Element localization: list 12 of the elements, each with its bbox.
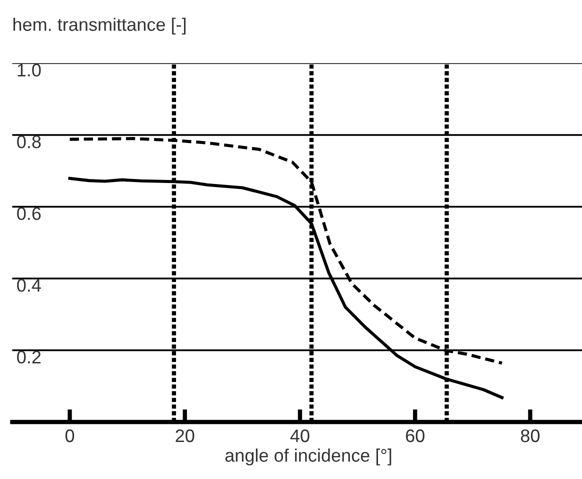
y-tick-label: 0.6	[17, 207, 41, 220]
y-tick-label: 0.8	[17, 135, 41, 148]
x-tick-label: 0	[65, 429, 74, 442]
x-tick-label: 80	[520, 429, 540, 442]
x-tick-label: 40	[290, 429, 310, 442]
y-tick-label: 1.0	[18, 64, 41, 76]
x-tick-label: 60	[406, 429, 424, 442]
y-tick-label: 0.2	[17, 350, 41, 364]
x-axis-title: angle of incidence [°]	[225, 448, 392, 466]
x-tick-label: 20	[176, 429, 194, 442]
y-tick-label: 0.4	[17, 278, 41, 292]
y-axis-title: hem. transmittance [-]	[13, 18, 186, 35]
